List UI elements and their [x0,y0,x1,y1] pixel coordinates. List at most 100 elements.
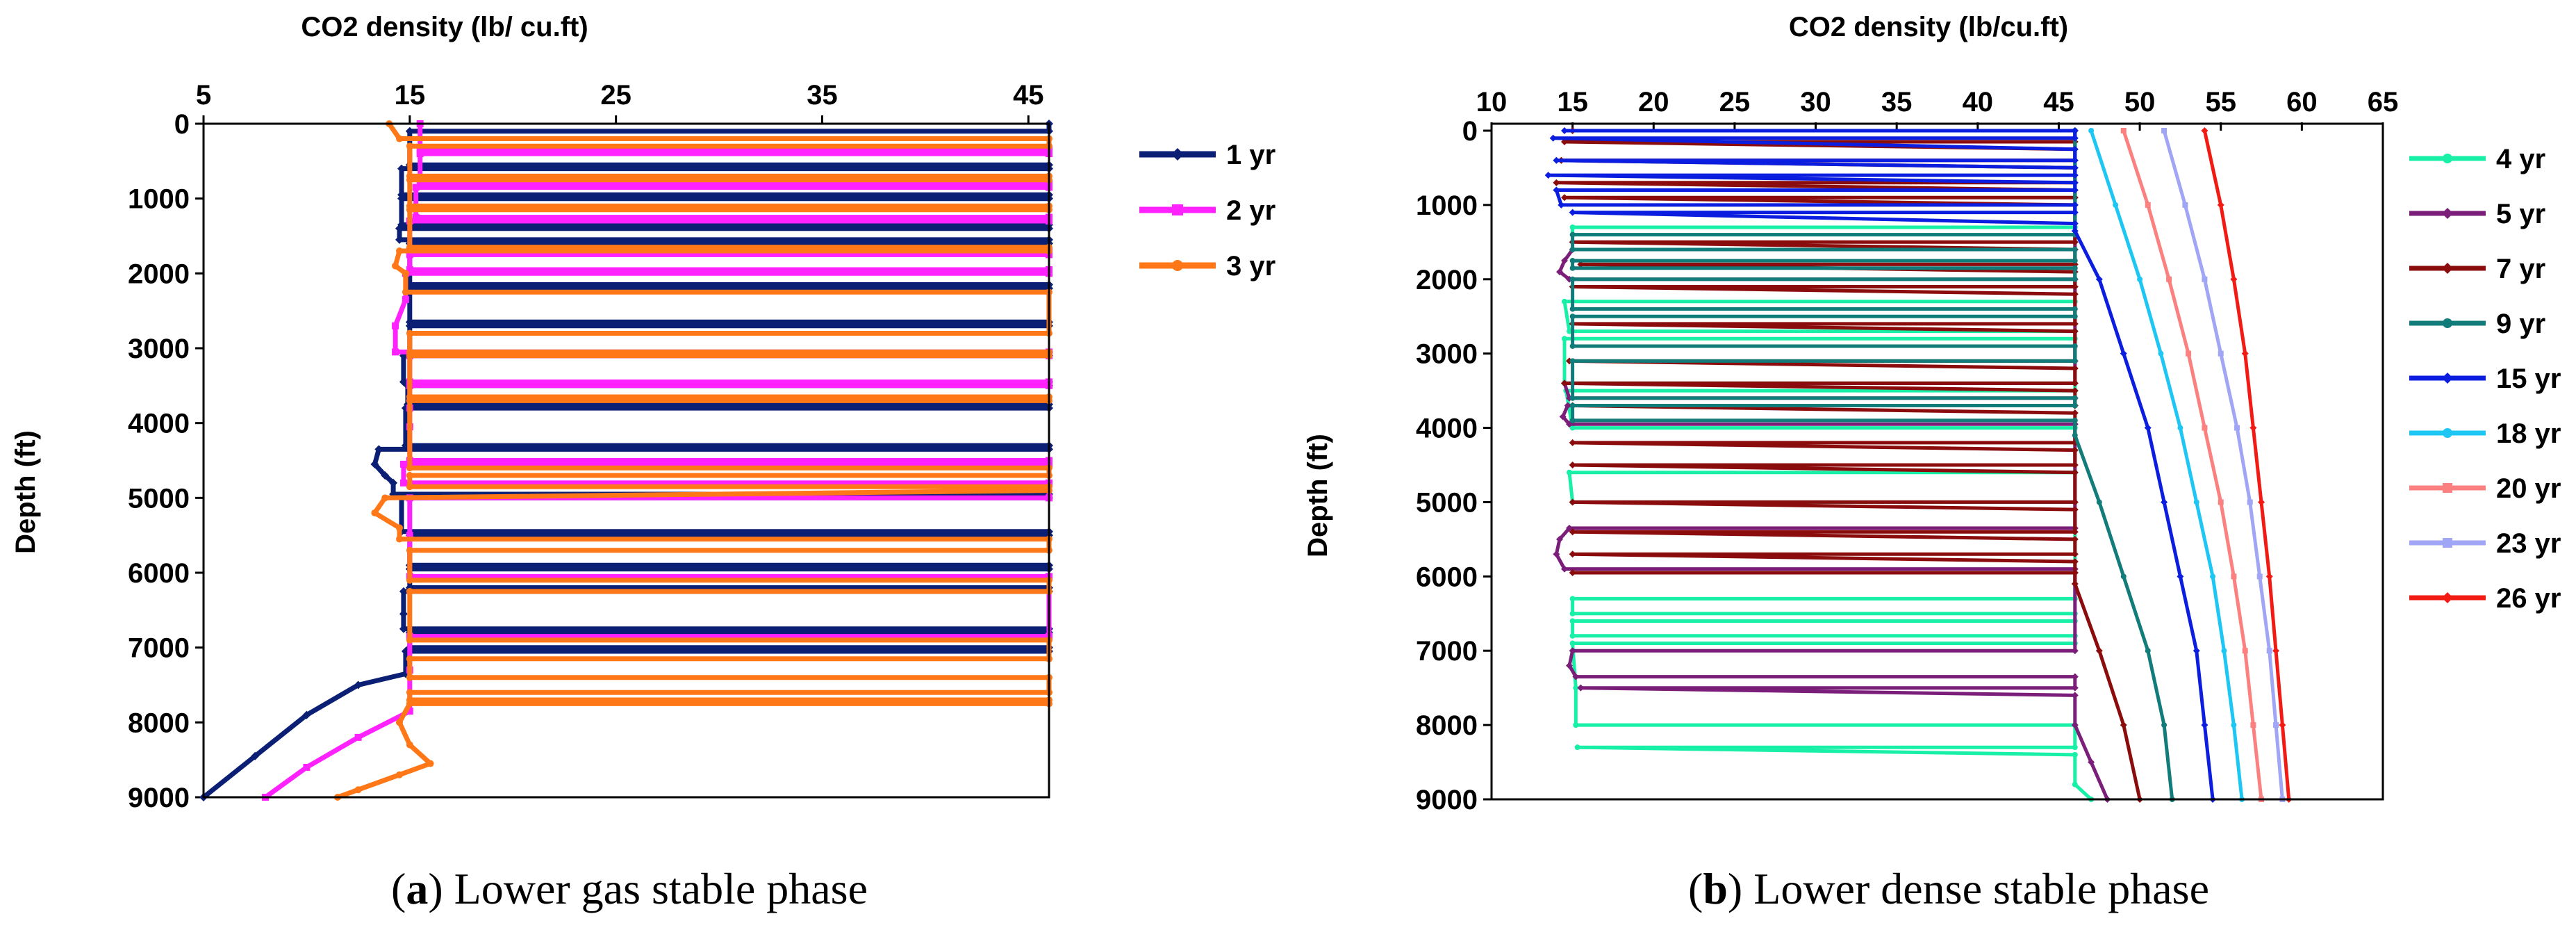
legend-label: 5 yr [2496,199,2545,229]
data-point [2166,276,2172,282]
data-point [1569,647,1576,655]
data-point [2217,201,2224,209]
legend-swatch-marker [1172,204,1183,215]
data-point [2071,446,2079,454]
data-point [399,624,408,633]
data-point [2230,275,2238,283]
data-point [2071,550,2079,558]
series-18-yr [2088,128,2245,802]
data-point [1561,298,1567,304]
legend-item-3-yr: 3 yr [1139,251,1275,282]
data-point [2120,350,2127,357]
data-point [406,576,413,584]
legend-label: 23 yr [2496,528,2561,559]
data-point [406,329,413,337]
data-point [2072,306,2078,312]
data-point [406,741,413,749]
panel-a-gas-stable: CO2 density (lb/ cu.ft) Depth (ft) 5 15 25… [10,12,1275,913]
data-point [406,464,413,472]
data-point [1569,209,1576,216]
x-tick-label: 40 [1963,87,1994,117]
data-point [2071,684,2079,692]
data-point [2071,179,2079,186]
data-point [2071,220,2079,227]
data-point [2186,350,2192,357]
data-point [2072,744,2078,751]
data-point [1569,247,1576,253]
data-point [406,142,413,150]
data-point [2071,387,2079,395]
panel-b-caption: (b) Lower dense stable phase [1688,864,2209,913]
data-point [1566,328,1572,334]
data-point [2071,320,2079,327]
data-point [2071,227,2079,235]
data-point [2177,425,2183,431]
data-point [416,180,424,188]
data-point [2072,313,2078,320]
data-point [2247,499,2253,505]
y-tick-label: 3000 [1416,339,1478,370]
data-point [2071,201,2079,209]
data-point [1569,402,1576,409]
data-point [2273,722,2279,728]
data-point [395,247,403,255]
y-tick-label: 2000 [128,259,190,289]
data-point [2071,647,2079,655]
legend-label: 2 yr [1226,195,1275,226]
y-tick-label: 8000 [128,708,190,738]
data-point [406,206,413,213]
data-point [1569,610,1576,617]
panel-b-x-axis-title: CO2 density (lb/cu.ft) [1789,12,2068,42]
legend-item-15-yr: 15 yr [2409,364,2561,394]
data-point [392,322,399,329]
y-tick-label: 5000 [1416,487,1478,518]
data-point [2145,202,2151,208]
data-point [2072,358,2078,364]
legend-swatch-marker [2443,428,2452,438]
data-point [2071,468,2079,476]
data-point [2071,186,2079,194]
data-point [2072,402,2078,409]
x-tick-label: 20 [1638,87,1669,117]
x-tick-label: 55 [2205,87,2236,117]
data-point [2071,535,2079,543]
data-point [2231,573,2237,580]
data-point [2113,202,2119,208]
data-point [1569,224,1576,230]
data-point [381,494,389,502]
data-point [1569,569,1576,576]
x-tick-label: 45 [2043,87,2074,117]
series-line-26-yr [2202,130,2291,800]
data-point [399,460,407,468]
series-26-yr [2201,127,2293,803]
panel-a-caption-text: Lower gas stable phase [454,864,868,913]
y-tick-label: 3000 [128,334,190,364]
x-tick-label: 5 [196,80,211,111]
legend-item-7-yr: 7 yr [2409,254,2545,284]
legend-item-26-yr: 26 yr [2409,583,2561,614]
y-tick-label: 4000 [1416,414,1478,444]
series-line-18-yr [2089,130,2244,800]
data-point [1549,134,1557,142]
legend-label: 20 yr [2496,473,2561,504]
y-tick-label: 7000 [1416,636,1478,667]
data-point [1558,201,1565,209]
data-point [1553,179,1560,186]
data-point [2161,498,2168,506]
data-point [1569,528,1576,536]
data-point [2072,265,2078,271]
legend-item-4-yr: 4 yr [2409,144,2545,174]
data-point [2071,498,2079,506]
data-point [1569,462,1576,468]
data-point [1560,194,1568,202]
panel-b-plot-frame [1490,122,2384,801]
data-point [1569,258,1576,264]
data-point [1573,722,1579,728]
data-point [2161,722,2168,728]
data-point [2071,409,2079,417]
data-point [2071,164,2079,172]
legend-swatch-marker [2442,592,2453,603]
data-point [416,150,424,158]
data-point [1569,425,1576,431]
data-point [2218,499,2224,505]
